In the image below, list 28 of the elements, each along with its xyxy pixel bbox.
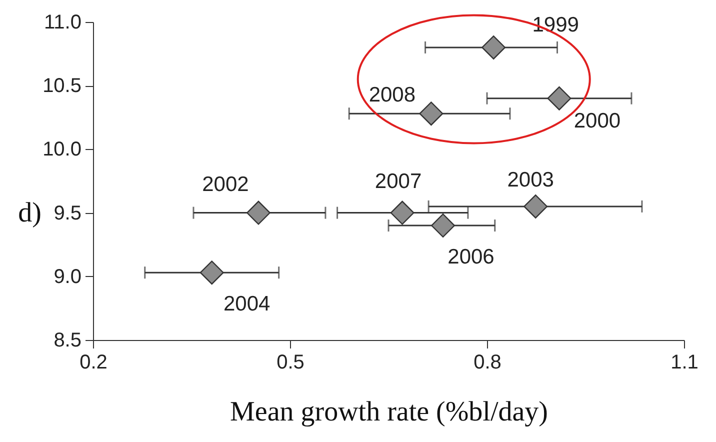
x-tick-label: 1.1 (670, 352, 698, 374)
point (246, 200, 270, 225)
annotation: 2000 (574, 109, 621, 132)
annotation: 2007 (374, 170, 422, 193)
y-tick-label: 9.5 (54, 202, 82, 224)
annotation: 2006 (448, 246, 494, 269)
point (431, 214, 456, 238)
x-tick-label: 0.5 (276, 352, 304, 374)
annotation: 2003 (507, 168, 554, 192)
point (200, 260, 224, 285)
y-tick-label: 8.5 (54, 330, 82, 352)
x-axis-title: Mean growth rate (%bl/day) (230, 396, 548, 428)
annotation: 2008 (368, 84, 416, 107)
point (390, 200, 414, 225)
point (419, 102, 444, 126)
annotation: 2004 (223, 292, 271, 316)
y-tick-label: 9.0 (54, 266, 82, 288)
x-tick-label: 0.8 (474, 352, 502, 374)
x-tick-label: 0.2 (80, 352, 108, 374)
point (524, 194, 548, 218)
annotation: 2002 (202, 172, 249, 196)
point (547, 86, 572, 110)
y-axis-title: d) (18, 197, 42, 228)
annotation: 1999 (532, 13, 579, 36)
y-tick-label: 10.5 (42, 75, 82, 98)
y-tick-label: 10.0 (42, 138, 82, 161)
y-tick-label: 11.0 (44, 12, 82, 34)
point (482, 35, 506, 60)
